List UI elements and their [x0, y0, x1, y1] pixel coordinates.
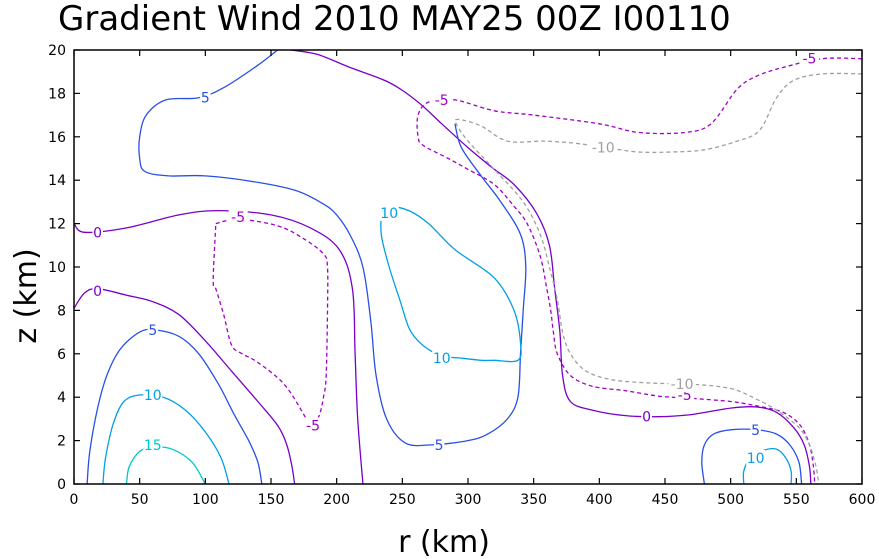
contour-label-bg [92, 282, 103, 299]
x-tick-label: 350 [520, 492, 547, 508]
x-tick-label: 200 [323, 492, 350, 508]
contour-label: 0 [93, 225, 102, 241]
contour-label-bg [641, 408, 652, 425]
contour-label-bg [200, 89, 211, 106]
contour-label-bg [589, 139, 618, 156]
contour-label-bg [143, 436, 163, 453]
contour-label-bg [147, 321, 159, 338]
contour-label: -5 [435, 93, 449, 109]
x-tick-label: 300 [455, 492, 482, 508]
contour-line-0 [290, 50, 812, 484]
x-tick-label: 600 [849, 492, 876, 508]
y-tick-label: 20 [48, 43, 66, 59]
contour-label-bg [750, 421, 761, 438]
contour-label: 10 [144, 388, 162, 404]
y-tick-label: 14 [48, 173, 66, 189]
contour-label: 5 [751, 423, 760, 439]
contour-label-bg [92, 224, 103, 241]
contour-label: -10 [671, 377, 694, 393]
y-tick-label: 8 [57, 303, 66, 319]
contour-line-5 [701, 428, 803, 484]
contour-line-neg5 [416, 57, 862, 484]
x-tick-label: 400 [586, 492, 613, 508]
contour-label: -5 [231, 210, 245, 226]
contour-label-bg [303, 417, 323, 434]
contour-label: 5 [148, 323, 157, 339]
y-tick-label: 12 [48, 217, 66, 233]
contour-label: 10 [380, 206, 398, 222]
y-tick-label: 0 [57, 477, 66, 493]
contour-line-10 [380, 205, 522, 363]
x-tick-label: 0 [70, 492, 79, 508]
x-axis-ticks: 0 50 100 150 200 250 300 350 400 450 500 550 600 [70, 50, 876, 508]
contour-line-10 [102, 394, 230, 484]
contour-label: 10 [433, 351, 451, 367]
y-tick-label: 6 [57, 347, 66, 363]
x-axis-label: r (km) [398, 525, 490, 559]
contour-label-bg [379, 204, 399, 221]
x-tick-label: 250 [389, 492, 416, 508]
y-tick-label: 4 [57, 390, 66, 406]
x-tick-label: 150 [258, 492, 285, 508]
y-tick-label: 16 [48, 130, 66, 146]
plot-frame [73, 49, 863, 485]
contour-line-15 [125, 446, 206, 484]
contour-line-5 [138, 50, 527, 447]
x-tick-label: 550 [783, 492, 810, 508]
contour-label: 0 [642, 410, 651, 426]
contour-label-bg [432, 91, 452, 108]
contour-label-bg [746, 449, 766, 466]
y-tick-label: 2 [57, 434, 66, 450]
contour-label-bg [228, 209, 248, 226]
contour-label: -5 [802, 52, 816, 68]
y-axis-label: z (km) [9, 248, 44, 343]
contour-line-5 [86, 328, 263, 484]
contour-label-bg [432, 350, 452, 367]
contour-line-0 [74, 287, 296, 484]
contour-line-10 [742, 448, 793, 484]
contour-label-bg [799, 50, 819, 67]
x-tick-label: 500 [717, 492, 744, 508]
contour-label: 0 [93, 284, 102, 300]
contour-label-bg [433, 436, 445, 453]
contour-line-neg5 [212, 218, 329, 429]
contour-line-neg10 [454, 72, 862, 484]
contour-label: 10 [747, 451, 765, 467]
chart-title: Gradient Wind 2010 MAY25 00Z I00110 [58, 0, 731, 39]
contour-label: 5 [201, 91, 210, 107]
contour-label: 5 [435, 438, 444, 454]
y-tick-label: 18 [48, 86, 66, 102]
y-axis-ticks: 0 2 4 6 8 10 12 14 16 18 20 [48, 43, 862, 493]
x-tick-label: 50 [131, 492, 149, 508]
x-tick-label: 450 [652, 492, 679, 508]
y-tick-label: 10 [48, 260, 66, 276]
contour-label: -5 [306, 418, 320, 434]
contour-label-bg [668, 376, 696, 393]
contour-lines [74, 50, 862, 484]
contour-line-0 [74, 209, 364, 484]
x-tick-label: 100 [192, 492, 219, 508]
contour-label-bg [143, 387, 163, 404]
contour-label: 15 [144, 438, 162, 454]
contour-label: -10 [592, 141, 615, 157]
